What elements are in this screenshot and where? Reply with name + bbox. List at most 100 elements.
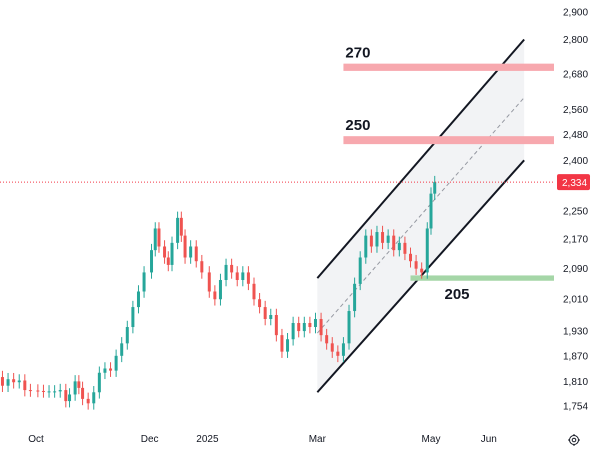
candle-body bbox=[23, 380, 27, 391]
candle-body bbox=[269, 314, 273, 319]
candle-body bbox=[92, 392, 96, 404]
zone-label-250: 250 bbox=[345, 117, 370, 134]
current-price-label: 2,334 bbox=[562, 178, 587, 189]
candle-body bbox=[224, 264, 228, 280]
price-tick-label: 2,680 bbox=[563, 69, 588, 80]
candle-body bbox=[252, 283, 256, 300]
candle-body bbox=[179, 217, 183, 236]
candle-body bbox=[150, 250, 154, 273]
channel-upper-line bbox=[316, 38, 525, 279]
candle-body bbox=[183, 235, 187, 258]
candle-body bbox=[280, 335, 284, 352]
candle-body bbox=[153, 228, 157, 251]
candle-body bbox=[235, 272, 239, 280]
candle-body bbox=[86, 398, 90, 404]
candle-body bbox=[114, 355, 118, 371]
candle-body bbox=[230, 264, 234, 273]
candle-body bbox=[68, 394, 72, 402]
candle-body bbox=[291, 322, 295, 340]
candle-body bbox=[274, 314, 278, 336]
candle-body bbox=[263, 307, 267, 319]
candle-body bbox=[109, 368, 113, 371]
candle-body bbox=[409, 253, 413, 262]
candle-body bbox=[325, 335, 329, 344]
candle-body bbox=[420, 268, 424, 273]
candle-body bbox=[218, 279, 222, 300]
candle-body bbox=[131, 307, 135, 328]
candle-body bbox=[429, 193, 433, 229]
candle-body bbox=[319, 318, 323, 336]
current-price-label-bg bbox=[557, 174, 590, 191]
zone-resistance-270 bbox=[343, 63, 554, 71]
candle-body bbox=[189, 246, 193, 258]
candle-body bbox=[375, 232, 379, 247]
price-zones: 270 250 205 bbox=[343, 45, 554, 303]
candle-body bbox=[142, 272, 146, 292]
price-tick-label: 2,400 bbox=[563, 156, 588, 167]
candle-body bbox=[17, 380, 21, 383]
candle-body bbox=[386, 235, 390, 243]
candle-body bbox=[425, 228, 429, 273]
price-axis[interactable]: 2,900 2,800 2,680 2,560 2,480 2,400 2,250 2,170… bbox=[557, 8, 590, 413]
candle-body bbox=[157, 228, 161, 247]
price-tick-label: 2,480 bbox=[563, 130, 588, 141]
price-tick-label: 1,930 bbox=[563, 327, 588, 338]
price-tick-label: 2,560 bbox=[563, 105, 588, 116]
time-tick-label: May bbox=[422, 434, 441, 445]
candle-body bbox=[81, 387, 85, 399]
candle-body bbox=[258, 299, 262, 308]
candle-body bbox=[53, 391, 57, 393]
time-tick-label: Mar bbox=[309, 434, 327, 445]
candle-body bbox=[120, 343, 124, 356]
candle-body bbox=[163, 246, 167, 258]
candle-body bbox=[286, 339, 290, 352]
candle-body bbox=[136, 291, 140, 308]
settings-icon[interactable] bbox=[568, 434, 580, 446]
candle-body bbox=[297, 322, 301, 332]
time-tick-label: 2025 bbox=[196, 434, 219, 445]
candle-body bbox=[381, 232, 385, 243]
candle-body bbox=[125, 327, 129, 344]
candle-body bbox=[6, 379, 10, 386]
time-tick-label: Jun bbox=[481, 434, 497, 445]
candle-body bbox=[97, 372, 101, 393]
candle-body bbox=[353, 283, 357, 312]
candle-body bbox=[166, 257, 170, 265]
candle-body bbox=[403, 242, 407, 254]
time-tick-label: Oct bbox=[28, 434, 44, 445]
candle-body bbox=[207, 272, 211, 292]
price-tick-label: 1,810 bbox=[563, 377, 588, 388]
zone-support-205 bbox=[410, 275, 554, 281]
zone-resistance-250 bbox=[343, 136, 554, 145]
candle-body bbox=[302, 322, 306, 332]
candle-body bbox=[47, 391, 51, 393]
candle-body bbox=[41, 390, 45, 392]
candle-body bbox=[369, 235, 373, 247]
price-tick-label: 2,800 bbox=[563, 35, 588, 46]
price-tick-label: 2,900 bbox=[563, 8, 588, 19]
candle-body bbox=[392, 235, 396, 251]
candle-body bbox=[0, 377, 4, 386]
price-tick-label: 2,010 bbox=[563, 295, 588, 306]
candle-body bbox=[58, 390, 62, 392]
candle-body bbox=[341, 343, 345, 356]
candle-body bbox=[358, 257, 362, 284]
candle-body bbox=[200, 261, 204, 273]
candle-body bbox=[77, 381, 81, 388]
candle-body bbox=[330, 343, 334, 352]
candle-body bbox=[397, 242, 401, 251]
candle-body bbox=[313, 318, 317, 328]
price-tick-label: 2,170 bbox=[563, 235, 588, 246]
candle-body bbox=[241, 272, 245, 280]
candle-body bbox=[433, 182, 437, 194]
time-axis[interactable]: Oct Dec 2025 Mar May Jun bbox=[28, 434, 497, 445]
candle-body bbox=[213, 291, 217, 300]
price-tick-label: 2,090 bbox=[563, 264, 588, 275]
candle-body bbox=[73, 381, 77, 395]
candle-body bbox=[28, 390, 32, 392]
candle-body bbox=[308, 322, 312, 328]
candle-body bbox=[336, 351, 340, 356]
candle-body bbox=[414, 261, 418, 269]
